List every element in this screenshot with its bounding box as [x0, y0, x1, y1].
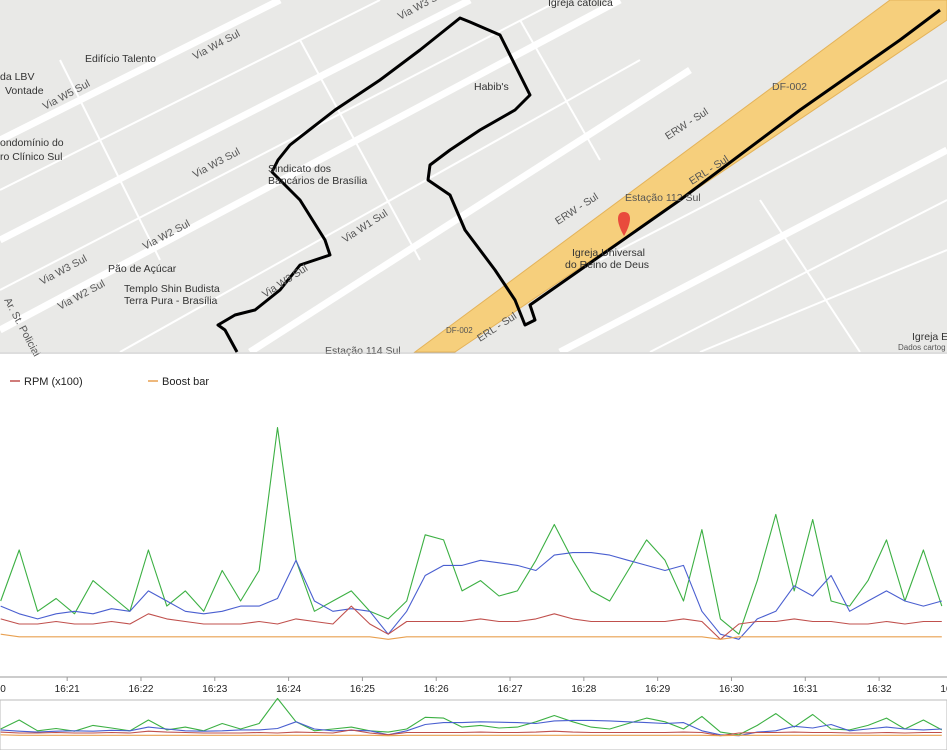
overview-line — [0, 719, 942, 737]
map-roads — [0, 0, 947, 356]
map-label: Terra Pura - Brasília — [124, 295, 218, 307]
x-tick-label: 16:32 — [867, 684, 892, 695]
map-label: Templo Shin Budista — [124, 283, 220, 295]
map-label: Igreja Universal — [572, 247, 645, 259]
x-tick-label: 16:20 — [0, 684, 6, 695]
map-label: Vontade — [5, 85, 44, 97]
overview-line — [0, 729, 942, 737]
series-line — [0, 552, 942, 640]
map-pin[interactable] — [618, 212, 630, 236]
overview-line — [0, 734, 942, 737]
map-streets — [0, 0, 947, 353]
x-tick-label: 16:25 — [350, 684, 375, 695]
x-tick-label: 16:22 — [128, 684, 153, 695]
map-label: ondomínio do — [0, 137, 64, 149]
map-label: Dados cartog — [898, 343, 946, 352]
map[interactable]: Igreja católica Edifício Talento Via W3 … — [0, 0, 947, 359]
legend-label: RPM (x100) — [24, 376, 83, 388]
map-label: Estação 114 Sul — [325, 345, 401, 357]
map-label: DF-002 — [446, 326, 473, 335]
series-line — [0, 633, 942, 640]
x-tick-label: 16:23 — [202, 684, 227, 695]
series-line — [0, 427, 943, 635]
x-tick-label: 16:21 — [55, 684, 80, 695]
map-label: da LBV — [0, 71, 34, 83]
x-tick-label: 16:33 — [940, 684, 947, 695]
map-label: Habib's — [474, 81, 509, 93]
chart: RPM (x100) Boost bar 16:20 16:21 16:22 16:23 1… — [0, 376, 947, 750]
map-label: do Reino de Deus — [565, 259, 649, 271]
map-label: Pão de Açúcar — [108, 263, 177, 275]
map-label: Edifício Talento — [85, 53, 156, 65]
map-label: Igreja E — [912, 331, 947, 343]
x-tick-label: 16:30 — [719, 684, 744, 695]
map-label: Igreja católica — [548, 0, 613, 9]
x-tick-label: 16:28 — [571, 684, 596, 695]
series-line — [0, 605, 942, 640]
map-label: Estação 112 Sul — [625, 192, 701, 204]
overview-line — [0, 697, 943, 736]
x-tick-label: 16:27 — [498, 684, 523, 695]
route — [216, 8, 941, 353]
map-highway — [413, 0, 947, 353]
map-label: DF-002 — [772, 81, 807, 93]
x-tick-label: 16:24 — [276, 684, 301, 695]
x-tick-label: 16:29 — [645, 684, 670, 695]
x-tick-label: 16:31 — [793, 684, 818, 695]
legend-label: Boost bar — [162, 376, 209, 388]
map-label: Sindicato dos — [268, 163, 331, 175]
map-label: Bancários de Brasília — [268, 175, 367, 187]
overview-panel — [0, 699, 947, 750]
map-label: ro Clínico Sul — [0, 151, 62, 163]
x-tick-label: 16:26 — [424, 684, 449, 695]
